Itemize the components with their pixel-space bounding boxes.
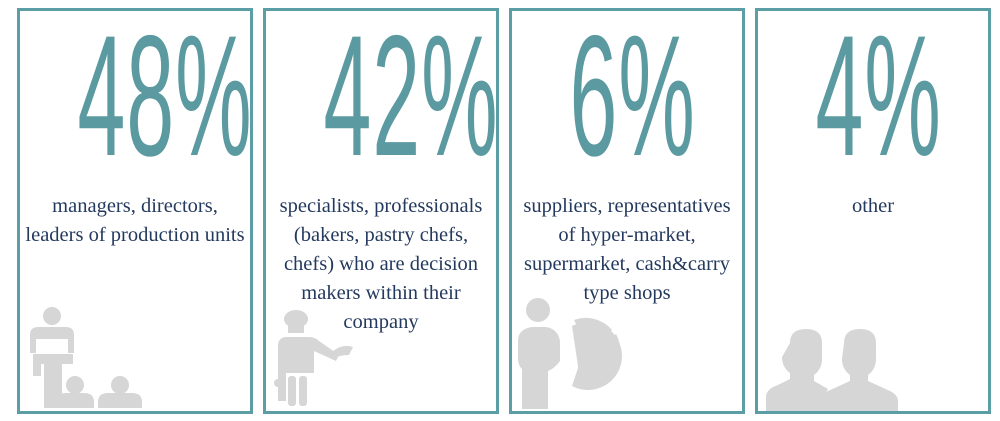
stat-card-managers: 48% managers, directors, leaders of prod… (17, 8, 253, 414)
stat-value: 48% (77, 8, 253, 192)
businessman-pie-chart-icon (512, 296, 632, 411)
stat-description: specialists, professionals (bakers, past… (279, 195, 483, 333)
stat-card-suppliers: 6% suppliers, representatives of hyper-m… (509, 8, 745, 414)
stat-value: 42% (323, 8, 499, 192)
stat-description: other (851, 195, 895, 217)
stat-card-other: 4% other (755, 8, 991, 414)
presenter-audience-icon (20, 291, 160, 411)
two-people-icon (766, 321, 906, 411)
chef-icon (266, 301, 376, 411)
stat-value: 4% (815, 8, 942, 192)
stat-value: 6% (569, 8, 696, 192)
stat-description: suppliers, representatives of hyper-mark… (523, 195, 731, 304)
stat-description: managers, directors, leaders of producti… (25, 195, 245, 246)
stat-card-specialists: 42% specialists, professionals (bakers, … (263, 8, 499, 414)
